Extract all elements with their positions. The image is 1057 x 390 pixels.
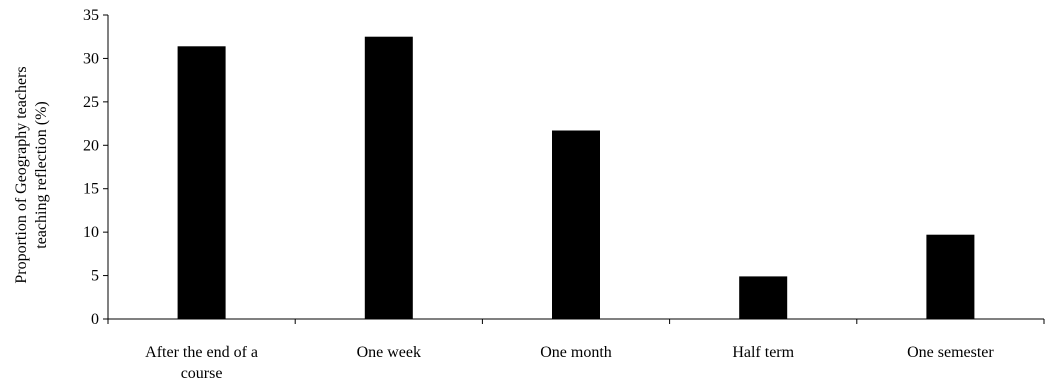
x-tick-label-1-line-2: course (181, 365, 223, 382)
y-tick-label-5: 5 (91, 268, 99, 285)
bar-1 (177, 46, 226, 320)
bar-4 (739, 276, 788, 319)
x-tick-label-4-line-1: Half term (732, 344, 794, 361)
x-tick-label-2: One week (357, 344, 421, 361)
x-tick-label-1: After the end of a course (145, 344, 258, 382)
x-tick-label-3-line-1: One month (540, 344, 612, 361)
y-tick-label-25: 25 (83, 94, 99, 111)
y-tick-label-10: 10 (83, 224, 99, 241)
y-tick-label-0: 0 (91, 311, 99, 328)
y-axis-title-line-1: Proportion of Geography teachers (13, 66, 30, 283)
x-tick-label-1-line-1: After the end of a (145, 344, 258, 361)
bar-2 (364, 36, 413, 319)
x-tick-label-5: One semester (907, 344, 994, 361)
y-axis-title: Proportion of Geography teachers teachin… (13, 66, 50, 283)
x-tick-label-3: One month (540, 344, 612, 361)
y-tick-label-15: 15 (83, 181, 99, 198)
y-tick-label-35: 35 (83, 7, 99, 24)
y-axis-title-line-2: teaching reflection (%) (33, 101, 50, 248)
plot-area: 0 5 10 15 20 25 30 35 After the end of a course On… (83, 7, 1045, 382)
bar-3 (552, 130, 600, 319)
x-tick-label-5-line-1: One semester (907, 344, 994, 361)
bar-5 (926, 234, 975, 319)
x-tick-label-4: Half term (732, 344, 794, 361)
y-tick-label-30: 30 (83, 50, 99, 67)
x-tick-label-2-line-1: One week (357, 344, 421, 361)
y-tick-label-20: 20 (83, 137, 99, 154)
